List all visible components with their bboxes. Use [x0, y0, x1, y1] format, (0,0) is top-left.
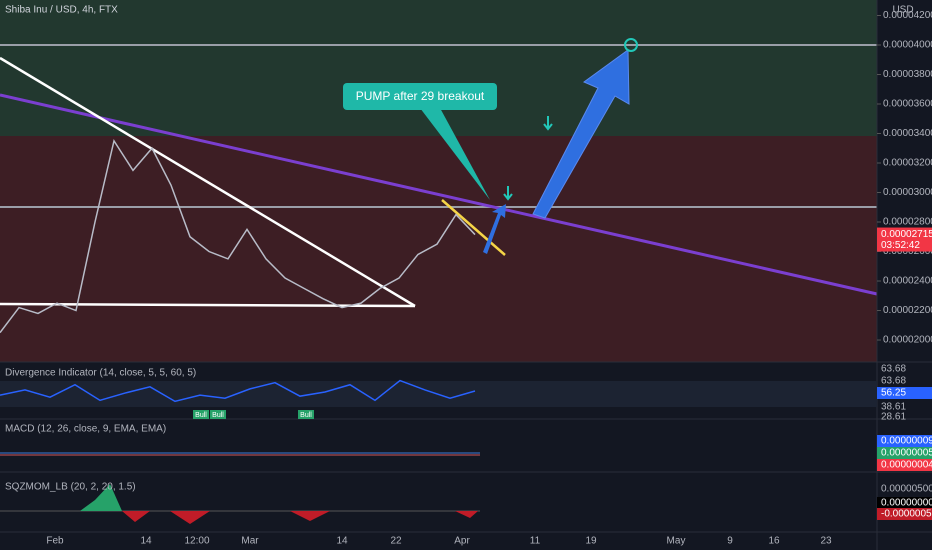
trend-line [0, 93, 878, 296]
axis-label-box [877, 497, 932, 509]
down-arrow [503, 186, 513, 201]
divergence-line [0, 379, 476, 403]
y-tick-label: 0.00002600 [883, 246, 932, 257]
bull-label: Bull [212, 412, 224, 419]
axis-label: 56.25 [881, 388, 906, 399]
axis-label-box [877, 435, 932, 447]
y-tick-label: 0.00003000 [883, 187, 932, 198]
time-label: Mar [241, 536, 259, 547]
triangle-line [0, 56, 416, 308]
axis-label: 38.61 [881, 402, 906, 413]
axis-label-box [877, 459, 932, 471]
bull-tag [298, 410, 314, 419]
flag-line [441, 199, 506, 256]
callout-box [343, 83, 497, 110]
y-tick-label: 0.00003200 [883, 158, 932, 169]
axis-label: 0.00000009 [881, 436, 932, 447]
symbol-title: Shiba Inu / USD, 4h, FTX [5, 5, 118, 16]
y-tick-label: 0.00003400 [883, 128, 932, 139]
y-tick-label: 0.00003800 [883, 69, 932, 80]
time-label: May [667, 536, 686, 547]
indicator-title: Divergence Indicator (14, close, 5, 5, 6… [5, 368, 196, 379]
axis-label-box [877, 447, 932, 459]
y-tick-label: 0.00004200 [883, 10, 932, 21]
time-label: 14 [336, 536, 348, 547]
callout-pointer [420, 108, 490, 200]
time-label: 11 [530, 536, 541, 547]
y-tick-label: 0.00002200 [883, 305, 932, 316]
small-arrow [483, 204, 506, 254]
time-label: Apr [454, 536, 470, 547]
time-label: 16 [768, 536, 780, 547]
y-tick-label: 0.00002800 [883, 217, 932, 228]
callout-text: PUMP after 29 breakout [356, 89, 485, 103]
axis-label: 0.00000500 [881, 484, 932, 495]
countdown: 03:52:42 [881, 240, 920, 251]
bull-label: Bull [300, 412, 312, 419]
time-label: 23 [820, 536, 832, 547]
axis-label: 63.68 [881, 364, 906, 375]
time-label: 9 [727, 536, 733, 547]
time-label: 22 [390, 536, 402, 547]
target-circle [624, 38, 638, 52]
sqz-hist [122, 511, 478, 524]
indicator-title: MACD (12, 26, close, 9, EMA, EMA) [5, 424, 166, 435]
y-tick-label: 0.00002400 [883, 276, 932, 287]
axis-label: -0.00000058 [881, 509, 932, 520]
triangle-base [0, 302, 416, 308]
axis-label-box [877, 508, 932, 520]
last-price: 0.00002715 [881, 229, 932, 240]
red-zone [0, 136, 877, 362]
sqz-hist [80, 484, 122, 511]
time-label: 12:00 [184, 536, 209, 547]
axis-label-box [877, 387, 932, 399]
price-line [0, 138, 476, 334]
time-label: 19 [585, 536, 597, 547]
axis-label: 0.00000004 [881, 460, 932, 471]
bull-label: Bull [195, 412, 207, 419]
down-arrow [543, 116, 553, 131]
axis-label: 0.00000005 [881, 448, 932, 459]
currency: USD [892, 5, 913, 16]
last-price-box [877, 227, 932, 252]
y-tick-label: 0.00004000 [883, 40, 932, 51]
y-tick-label: 0.00002000 [883, 335, 932, 346]
axis-label: 63.68 [881, 376, 906, 387]
axis-label: 28.61 [881, 412, 906, 423]
bull-tag [210, 410, 226, 419]
axis-label: 0.00000000 [881, 498, 932, 509]
y-tick-label: 0.00003600 [883, 99, 932, 110]
time-label: 14 [140, 536, 152, 547]
time-label: Feb [46, 536, 64, 547]
bull-tag [193, 410, 209, 419]
indicator-title: SQZMOM_LB (20, 2, 20, 1.5) [5, 482, 136, 493]
big-arrow [532, 49, 630, 219]
